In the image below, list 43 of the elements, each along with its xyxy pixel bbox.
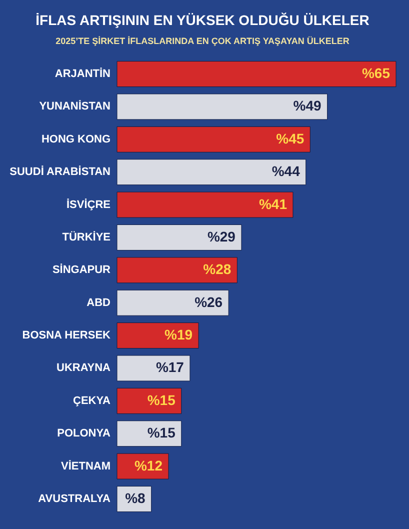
data-label: %28: [203, 261, 232, 278]
data-label: %26: [194, 294, 223, 310]
bar: [116, 94, 328, 120]
chart-subtitle: 2025’TE ŞİRKET İFLASLARINDA EN ÇOK ARTIŞ YAŞAYAN ÜLKELER: [56, 36, 350, 46]
y-tick-label: ÇEKYA: [73, 394, 111, 407]
data-label: %65: [362, 65, 390, 82]
y-tick-label: ARJANTİN: [54, 67, 111, 80]
data-label: %29: [207, 228, 236, 244]
bar: [116, 192, 294, 218]
data-label: %49: [293, 98, 322, 114]
y-tick-label: YUNANİSTAN: [39, 100, 111, 113]
bar: [116, 224, 242, 250]
bar: [116, 159, 306, 186]
bar: [116, 290, 229, 316]
y-tick-label: HONG KONG: [41, 133, 110, 146]
y-tick-label: ABD: [86, 296, 111, 309]
y-tick-label: SUUDİ ARABİSTAN: [10, 165, 111, 178]
data-label: %17: [156, 359, 184, 376]
data-label: %44: [272, 163, 300, 180]
data-label: %41: [258, 196, 288, 212]
y-tick-label: AVUSTRALYA: [38, 492, 111, 505]
y-tick-label: UKRAYNA: [56, 362, 111, 374]
y-tick-label: TÜRKİYE: [62, 230, 110, 244]
y-tick-label: POLONYA: [57, 428, 111, 440]
bar: [116, 322, 199, 349]
data-label: %19: [164, 326, 193, 343]
bar: [116, 126, 310, 152]
y-tick-label: VİETNAM: [61, 459, 110, 472]
bar: [116, 61, 396, 88]
data-label: %45: [276, 130, 304, 146]
bar: [116, 355, 190, 382]
data-label: %8: [125, 490, 146, 506]
y-tick-label: BOSNA HERSEK: [22, 330, 111, 342]
bar: [116, 453, 169, 480]
data-label: %12: [134, 457, 163, 474]
y-tick-label: İSVİÇRE: [66, 198, 110, 211]
y-tick-label: SİNGAPUR: [52, 263, 111, 276]
bar: [116, 257, 238, 284]
bar: [116, 420, 182, 447]
bar: [116, 388, 182, 414]
chart-title: İFLAS ARTIŞININ EN YÜKSEK OLDUĞU ÜLKELER: [36, 12, 370, 28]
data-label: %15: [147, 424, 176, 441]
data-label: %15: [147, 392, 176, 408]
